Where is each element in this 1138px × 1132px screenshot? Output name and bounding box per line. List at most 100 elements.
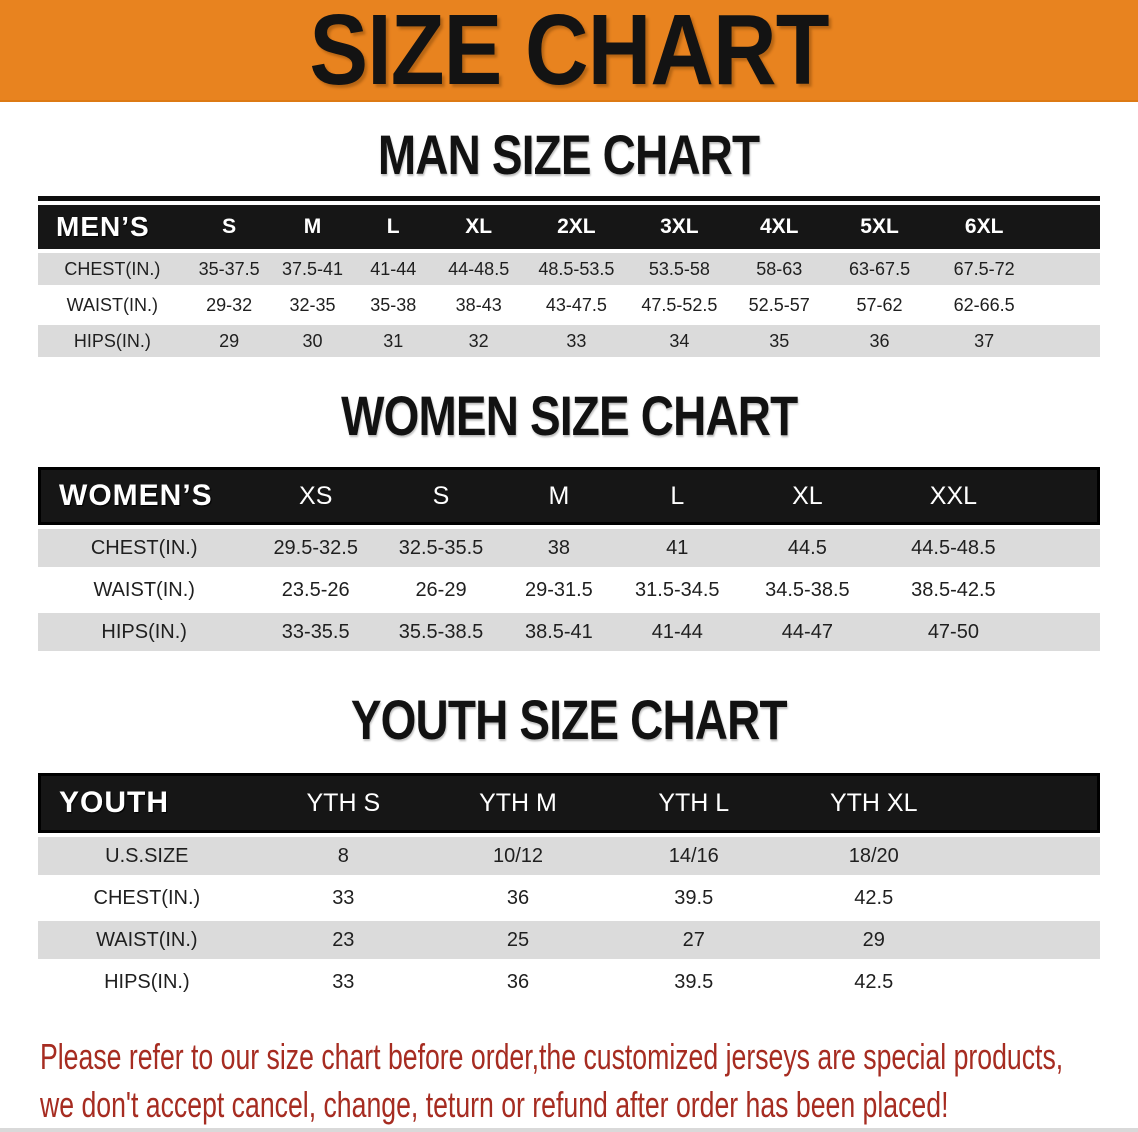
disclaimer-line-2: we don't accept cancel, change, teturn o… <box>40 1084 949 1125</box>
row-label-cell: WAIST(IN.) <box>38 571 251 609</box>
measurement-row: WAIST(IN.) 23.5-26 26-29 29-31.5 31.5-34.5 34… <box>38 571 1100 609</box>
size-column-header: YTH M <box>430 773 606 833</box>
size-value-cell: 35-38 <box>353 289 434 321</box>
spacer-cell <box>1029 529 1100 567</box>
table-header-label: WOMEN’S <box>38 467 251 525</box>
size-value-cell: 27 <box>605 921 783 959</box>
row-label-cell: CHEST(IN.) <box>38 879 256 917</box>
measurement-row: WAIST(IN.) 23 25 27 29 <box>38 921 1100 959</box>
size-value-cell: 42.5 <box>782 879 966 917</box>
measurement-row: CHEST(IN.) 33 36 39.5 42.5 <box>38 879 1100 917</box>
spacer-cell <box>1037 325 1100 357</box>
size-value-cell: 52.5-57 <box>730 289 829 321</box>
section-man-size-chart: MAN SIZE CHART MEN’S S M L XL 2XL 3XL 4XL 5XL 6XL… <box>0 126 1138 361</box>
row-label-cell: HIPS(IN.) <box>38 325 187 357</box>
measurement-row: HIPS(IN.) 29 30 31 32 33 34 35 36 37 <box>38 325 1100 357</box>
size-value-cell: 47-50 <box>876 613 1030 651</box>
size-column-header: 6XL <box>931 205 1038 249</box>
spacer-cell <box>965 837 1100 875</box>
size-value-cell: 29 <box>186 325 272 357</box>
footer-disclaimer: Please refer to our size chart before or… <box>40 1033 1138 1129</box>
spacer-cell <box>965 921 1100 959</box>
bottom-edge-strip <box>0 1128 1138 1132</box>
size-value-cell: 42.5 <box>782 963 966 1001</box>
row-label-cell: WAIST(IN.) <box>38 289 187 321</box>
size-value-cell: 62-66.5 <box>931 289 1038 321</box>
measurement-row: CHEST(IN.) 35-37.5 37.5-41 41-44 44-48.5 48.5… <box>38 253 1100 285</box>
row-label-cell: WAIST(IN.) <box>38 921 256 959</box>
size-column-header: 4XL <box>730 205 829 249</box>
disclaimer-line-1: Please refer to our size chart before or… <box>40 1036 1064 1077</box>
size-value-cell: 34 <box>628 325 731 357</box>
measurement-row: HIPS(IN.) 33-35.5 35.5-38.5 38.5-41 41-44 44-… <box>38 613 1100 651</box>
size-column-header: S <box>186 205 272 249</box>
size-value-cell: 36 <box>430 963 606 1001</box>
size-column-header: 2XL <box>524 205 629 249</box>
size-value-cell: 35.5-38.5 <box>381 613 502 651</box>
size-value-cell: 48.5-53.5 <box>524 253 629 285</box>
size-column-header: S <box>381 467 502 525</box>
size-value-cell: 38 <box>501 529 617 567</box>
measurement-row: WAIST(IN.) 29-32 32-35 35-38 38-43 43-47.5 47.… <box>38 289 1100 321</box>
size-value-cell: 30 <box>271 325 354 357</box>
size-value-cell: 18/20 <box>782 837 966 875</box>
men-size-table: MEN’S S M L XL 2XL 3XL 4XL 5XL 6XL CHEST(IN.) 35-37… <box>38 201 1100 361</box>
size-value-cell: 23.5-26 <box>250 571 382 609</box>
size-column-header: L <box>353 205 434 249</box>
section-women-size-chart: WOMEN SIZE CHART WOMEN’S XS S M L XL XXL CHEST(… <box>0 387 1138 655</box>
size-value-cell: 32-35 <box>271 289 354 321</box>
size-column-header: YTH S <box>255 773 431 833</box>
size-value-cell: 44.5-48.5 <box>876 529 1030 567</box>
size-value-cell: 23 <box>255 921 431 959</box>
size-value-cell: 33 <box>524 325 629 357</box>
size-column-header: YTH L <box>605 773 783 833</box>
row-label-cell: CHEST(IN.) <box>38 253 187 285</box>
spacer-cell <box>965 773 1100 833</box>
size-value-cell: 38.5-41 <box>501 613 617 651</box>
size-value-cell: 43-47.5 <box>524 289 629 321</box>
spacer-cell <box>1029 613 1100 651</box>
size-column-header: XL <box>433 205 525 249</box>
table-header-row: WOMEN’S XS S M L XL XXL <box>38 467 1100 525</box>
size-value-cell: 33-35.5 <box>250 613 382 651</box>
spacer-cell <box>1029 467 1100 525</box>
size-value-cell: 57-62 <box>828 289 932 321</box>
size-value-cell: 37 <box>931 325 1038 357</box>
men-size-table-container: MEN’S S M L XL 2XL 3XL 4XL 5XL 6XL CHEST(IN.) 35-37… <box>38 196 1100 361</box>
size-value-cell: 36 <box>828 325 932 357</box>
youth-size-table: YOUTH YTH S YTH M YTH L YTH XL U.S.SIZE 8 10/12… <box>38 769 1100 1005</box>
size-value-cell: 29 <box>782 921 966 959</box>
women-size-table-container: WOMEN’S XS S M L XL XXL CHEST(IN.) 29.5-32.5 32.5… <box>38 463 1100 655</box>
row-label-cell: U.S.SIZE <box>38 837 256 875</box>
size-value-cell: 58-63 <box>730 253 829 285</box>
size-chart-banner: SIZE CHART <box>0 0 1138 102</box>
size-value-cell: 31.5-34.5 <box>616 571 738 609</box>
size-value-cell: 41-44 <box>353 253 434 285</box>
women-size-table: WOMEN’S XS S M L XL XXL CHEST(IN.) 29.5-32.5 32.5… <box>38 463 1100 655</box>
size-value-cell: 14/16 <box>605 837 783 875</box>
size-column-header: XL <box>737 467 877 525</box>
measurement-row: U.S.SIZE 8 10/12 14/16 18/20 <box>38 837 1100 875</box>
women-size-chart-heading: WOMEN SIZE CHART <box>0 387 1138 445</box>
youth-size-chart-heading: YOUTH SIZE CHART <box>0 691 1138 749</box>
size-value-cell: 36 <box>430 879 606 917</box>
size-value-cell: 38-43 <box>433 289 525 321</box>
size-value-cell: 33 <box>255 963 431 1001</box>
size-value-cell: 38.5-42.5 <box>876 571 1030 609</box>
size-value-cell: 35-37.5 <box>186 253 272 285</box>
measurement-row: CHEST(IN.) 29.5-32.5 32.5-35.5 38 41 44.5 44.5… <box>38 529 1100 567</box>
size-value-cell: 39.5 <box>605 963 783 1001</box>
size-value-cell: 32 <box>433 325 525 357</box>
spacer-cell <box>965 963 1100 1001</box>
women-size-chart-title: WOMEN SIZE CHART <box>340 384 798 447</box>
size-column-header: M <box>271 205 354 249</box>
size-value-cell: 67.5-72 <box>931 253 1038 285</box>
size-value-cell: 29-32 <box>186 289 272 321</box>
spacer-cell <box>1037 253 1100 285</box>
size-value-cell: 10/12 <box>430 837 606 875</box>
table-header-label: YOUTH <box>38 773 256 833</box>
youth-size-chart-title: YOUTH SIZE CHART <box>351 688 788 751</box>
size-value-cell: 39.5 <box>605 879 783 917</box>
row-label-cell: HIPS(IN.) <box>38 613 251 651</box>
